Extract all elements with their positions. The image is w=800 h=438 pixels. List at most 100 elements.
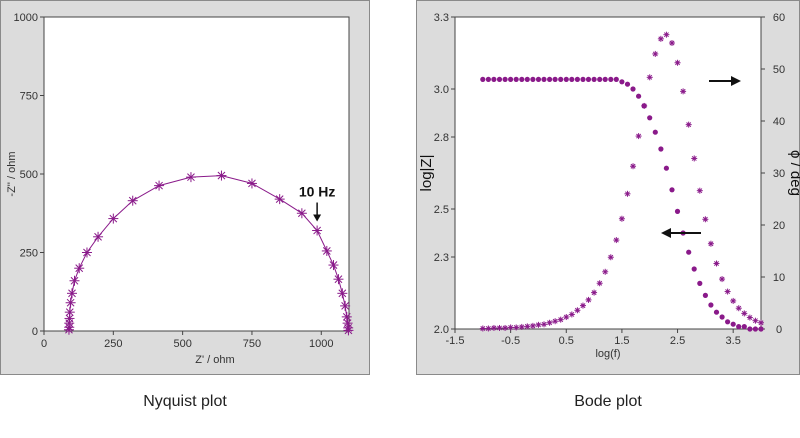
phase-point — [529, 322, 536, 329]
data-point — [67, 288, 78, 299]
phase-point — [524, 323, 531, 330]
magnitude-point — [697, 280, 703, 286]
x-tick-label: 2.5 — [670, 335, 685, 347]
phase-point — [702, 216, 709, 223]
data-point — [274, 194, 285, 205]
phase-point — [713, 260, 720, 267]
phase-point — [613, 237, 620, 244]
magnitude-point — [730, 321, 736, 327]
data-point — [108, 213, 119, 224]
phase-point — [691, 155, 698, 162]
down-arrow-icon — [313, 202, 322, 222]
data-point — [328, 260, 339, 271]
y2-tick-label: 10 — [773, 272, 785, 284]
data-point — [246, 178, 257, 189]
phase-point — [552, 318, 559, 325]
y-tick-label: 1000 — [14, 12, 38, 24]
bode-plot-area — [454, 16, 762, 330]
nyquist-x-ticks: 0 250 500 750 1000 — [41, 331, 334, 350]
data-point — [337, 288, 348, 299]
magnitude-point — [725, 319, 731, 325]
magnitude-point — [519, 76, 525, 82]
magnitude-point — [708, 302, 714, 308]
magnitude-point — [502, 76, 508, 82]
magnitude-point — [647, 115, 653, 121]
data-point — [321, 245, 332, 256]
phase-point — [635, 133, 642, 140]
magnitude-point — [563, 76, 569, 82]
phase-point — [758, 319, 764, 326]
y-tick-label: 500 — [20, 169, 38, 181]
x-tick-label: 250 — [104, 338, 122, 350]
data-point — [185, 172, 196, 183]
phase-point — [490, 324, 497, 331]
magnitude-point — [491, 76, 497, 82]
x-tick-label: 1000 — [309, 338, 333, 350]
arrow-left-icon — [661, 228, 701, 238]
phase-point — [518, 323, 525, 330]
magnitude-point — [674, 208, 681, 214]
arrow-right-icon — [709, 76, 741, 86]
y-tick-label: 250 — [20, 248, 38, 260]
magnitude-point — [691, 266, 697, 272]
phase-point — [496, 324, 503, 331]
bode-y-label: log|Z| — [418, 155, 435, 192]
phase-point — [602, 268, 609, 275]
magnitude-point — [558, 76, 564, 82]
magnitude-point — [574, 76, 580, 82]
x-tick-label: -0.5 — [501, 335, 520, 347]
nyquist-plot-panel: 0 250 500 750 1000 0 250 500 750 1000 Z' / ohm -… — [0, 0, 370, 375]
phase-point — [624, 190, 631, 197]
data-point — [81, 247, 92, 258]
magnitude-point — [636, 93, 642, 99]
phase-point — [646, 74, 653, 81]
magnitude-point — [530, 76, 536, 82]
bode-y2-label: ϕ / deg — [787, 150, 800, 196]
bode-points — [479, 31, 764, 332]
phase-point — [607, 254, 614, 261]
y2-tick-label: 40 — [773, 116, 785, 128]
magnitude-point — [669, 187, 675, 193]
data-point — [296, 208, 307, 219]
magnitude-point — [747, 326, 753, 332]
bode-chart: -1.5 -0.5 0.5 1.5 2.5 3.5 2.02.32.52.83.03.3 … — [418, 12, 800, 360]
phase-point — [652, 50, 659, 57]
phase-point — [618, 215, 625, 222]
magnitude-point — [552, 76, 558, 82]
magnitude-point — [719, 314, 725, 320]
magnitude-point — [580, 76, 586, 82]
magnitude-point — [652, 129, 658, 135]
magnitude-point — [630, 86, 636, 92]
bode-plot-panel: -1.5 -0.5 0.5 1.5 2.5 3.5 2.0 2.3 2.5 2.8 3.0 3.3 … — [416, 0, 800, 375]
phase-point — [535, 321, 542, 328]
magnitude-point — [624, 81, 631, 87]
phase-point — [668, 40, 675, 46]
x-tick-label: 3.5 — [726, 335, 741, 347]
phase-point — [641, 102, 648, 109]
phase-point — [585, 296, 592, 303]
bode-caption: Bode plot — [574, 393, 642, 410]
phase-point — [507, 324, 514, 331]
y2-tick-label: 0 — [776, 324, 782, 336]
nyquist-x-label: Z' / ohm — [195, 354, 234, 366]
magnitude-point — [741, 324, 747, 330]
data-point — [154, 180, 165, 191]
phase-point — [752, 317, 759, 324]
magnitude-point — [758, 326, 764, 332]
data-point — [69, 275, 80, 286]
data-point — [74, 263, 85, 274]
magnitude-point — [752, 326, 758, 332]
phase-point — [730, 297, 737, 304]
magnitude-point — [658, 146, 664, 152]
bode-y-ticks: 2.0 2.3 2.5 2.8 3.0 3.3 — [434, 12, 455, 336]
data-point — [340, 300, 351, 311]
nyquist-y-ticks: 0 250 500 750 1000 — [14, 12, 44, 338]
phase-point — [485, 325, 492, 332]
data-point — [65, 297, 76, 308]
phase-point — [546, 319, 553, 326]
data-point — [93, 231, 104, 242]
bode-y2-ticks: 0 10 20 30 40 50 60 — [761, 12, 785, 336]
y-tick-label: 2.8 — [434, 132, 449, 144]
phase-point — [696, 187, 703, 194]
magnitude-point — [508, 76, 514, 82]
